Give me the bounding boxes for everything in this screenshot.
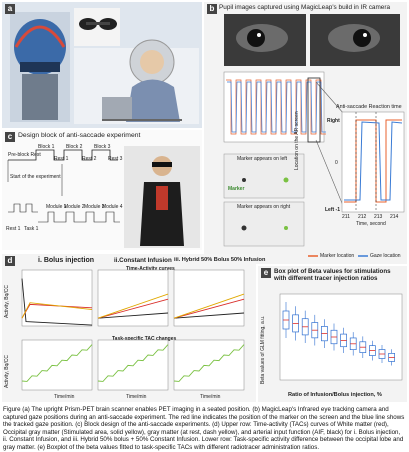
subtask-task: Task 1	[24, 226, 39, 232]
zoom-chart	[344, 112, 403, 212]
tac-title: Time-Activity curves	[126, 266, 175, 272]
chart-title: Anti-saccade Reaction time	[336, 104, 402, 110]
panel-e-label: e	[261, 268, 271, 278]
d-xlabel-3: Time/min	[200, 394, 221, 400]
marker-word: Marker	[228, 186, 245, 192]
marker-left-screen	[223, 153, 305, 199]
sub-i: i. Bolus injection	[38, 257, 95, 264]
ytick-left: Left -1	[325, 207, 340, 213]
tac-curve-2-1	[97, 312, 169, 319]
task-axes-1	[21, 339, 93, 391]
panel-b-title: Pupil images captured using MagicLeap's …	[219, 4, 391, 11]
raw-gaze-trace	[227, 81, 326, 133]
marker-right-label: Marker appears on right	[237, 204, 291, 210]
block-1: Block 1	[38, 144, 55, 150]
start-note: Start of the experiment	[10, 174, 61, 180]
panel-d-label: d	[5, 256, 15, 266]
tac-curve-3-1	[173, 312, 245, 319]
xtick-214: 214	[390, 214, 399, 220]
xtick-213: 213	[374, 214, 383, 220]
marker-right-screen	[223, 201, 305, 247]
tac-curve-3-3	[173, 293, 245, 319]
panel-b: b Pupil images captured using MagicLeap'…	[204, 2, 407, 264]
task-axes-3	[173, 339, 245, 391]
xtick-212: 212	[358, 214, 367, 220]
module-1: Module 1	[46, 204, 67, 210]
rest-2: Rest 2	[82, 156, 97, 162]
panel-b-label: b	[207, 4, 217, 14]
tac-axes-1	[21, 269, 93, 327]
panel-a: a	[2, 2, 202, 128]
rest-3: Rest 3	[108, 156, 123, 162]
boxplot	[279, 293, 403, 381]
task-curve-3	[173, 344, 245, 382]
tac-curve-2-2	[97, 298, 169, 319]
zoom-ylabel: Location on the AR screen	[294, 111, 300, 170]
legend-marker: Marker location	[320, 253, 355, 259]
zoom-xlabel: Time, second	[356, 221, 386, 227]
module-3: Module 3	[84, 204, 105, 210]
panel-a-label: a	[5, 4, 15, 14]
d-xlabel-2: Time/min	[126, 394, 147, 400]
rest-1: Rest 1	[54, 156, 69, 162]
tac-curve-1-1	[21, 278, 93, 326]
sub-ii: ii.Constant Infusion	[114, 257, 172, 264]
raw-trace	[226, 79, 326, 135]
marker-left-label: Marker appears on left	[237, 156, 288, 162]
module-2: Module 2	[64, 204, 85, 210]
subtask-rest: Rest 1	[6, 226, 21, 232]
task-title: Task-specific TAC changes	[112, 336, 177, 342]
figure-caption: Figure (a) The upright Prism-PET brain s…	[3, 406, 405, 451]
task-curve-1	[21, 344, 93, 382]
legend-gaze: Gaze location	[370, 253, 401, 259]
tac-curve-3-2	[173, 298, 245, 319]
panel-c: c Design block of anti-saccade experimen…	[2, 130, 202, 250]
task-axes-2	[97, 339, 169, 391]
tac-curve-1-3	[21, 302, 93, 319]
block-design	[7, 146, 200, 248]
block-pre: Pre-block Rest	[8, 152, 41, 158]
e-xlabel: Ratio of Infusion/Bolus injection, %	[288, 392, 382, 398]
panel-a-photos	[2, 2, 202, 128]
d-xlabel-1: Time/min	[54, 394, 75, 400]
panel-e: e Box plot of Beta values for stimulatio…	[258, 266, 407, 402]
panel-b-graphics	[223, 14, 405, 247]
raw-marker-trace	[226, 79, 326, 135]
tac-curve-2-3	[97, 293, 169, 319]
panel-c-title: Design block of anti-saccade experiment	[18, 132, 141, 139]
xtick-211: 211	[342, 214, 350, 220]
panel-c-label: c	[5, 132, 15, 142]
panel-e-title: Box plot of Beta values for stimulations…	[274, 268, 391, 282]
ytick-zero: 0	[335, 160, 338, 166]
zoom-gaze-line	[344, 121, 403, 201]
sub-iii: iii. Hybrid 50% Bolus 50% Infusion	[174, 257, 266, 263]
block-2: Block 2	[66, 144, 83, 150]
block-3: Block 3	[94, 144, 111, 150]
panel-d: d i. Bolus injection ii.Constant Infusio…	[2, 254, 265, 402]
ytick-right: Right	[327, 118, 340, 124]
task-curve-2	[97, 344, 169, 382]
module-4: Module 4	[102, 204, 123, 210]
tac-plots	[21, 269, 245, 391]
